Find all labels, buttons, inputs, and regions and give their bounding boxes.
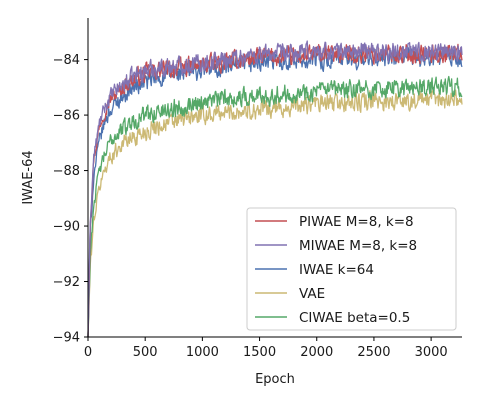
ticks-layer: 0 500 1000 1500 2000 2500 3000 −94 −92 −90 −88 −86 −… [53, 53, 448, 360]
y-tick-label: −84 [53, 53, 80, 68]
series-line-4 [87, 75, 463, 338]
series-line-1 [87, 40, 463, 338]
series-line-0 [87, 43, 463, 338]
legend-label: PIWAE M=8, k=8 [299, 214, 414, 230]
x-tick-label: 2500 [357, 345, 390, 360]
y-tick-label: −90 [53, 220, 80, 235]
legend-label: CIWAE beta=0.5 [299, 310, 410, 326]
legend-label: IWAE k=64 [299, 262, 374, 278]
x-tick-label: 2000 [300, 345, 333, 360]
legend: PIWAE M=8, k=8 MIWAE M=8, k=8 IWAE k=64 VAE… [246, 207, 457, 331]
axes-layer [87, 18, 462, 338]
x-tick-label: 1000 [186, 345, 219, 360]
legend-box [246, 207, 457, 331]
y-tick-label: −88 [53, 164, 80, 179]
x-tick-label: 500 [133, 345, 158, 360]
legend-label: VAE [299, 286, 325, 302]
x-tick-label: 1500 [243, 345, 276, 360]
y-axis-label: IWAE-64 [21, 150, 36, 204]
y-tick-label: −92 [53, 275, 80, 290]
y-tick-label: −94 [53, 331, 80, 346]
x-tick-label: 0 [84, 345, 92, 360]
x-axis-label: Epoch [255, 372, 295, 387]
legend-label: MIWAE M=8, k=8 [299, 238, 417, 254]
y-tick-label: −86 [53, 109, 80, 124]
x-tick-label: 3000 [415, 345, 448, 360]
series-layer [87, 40, 463, 338]
